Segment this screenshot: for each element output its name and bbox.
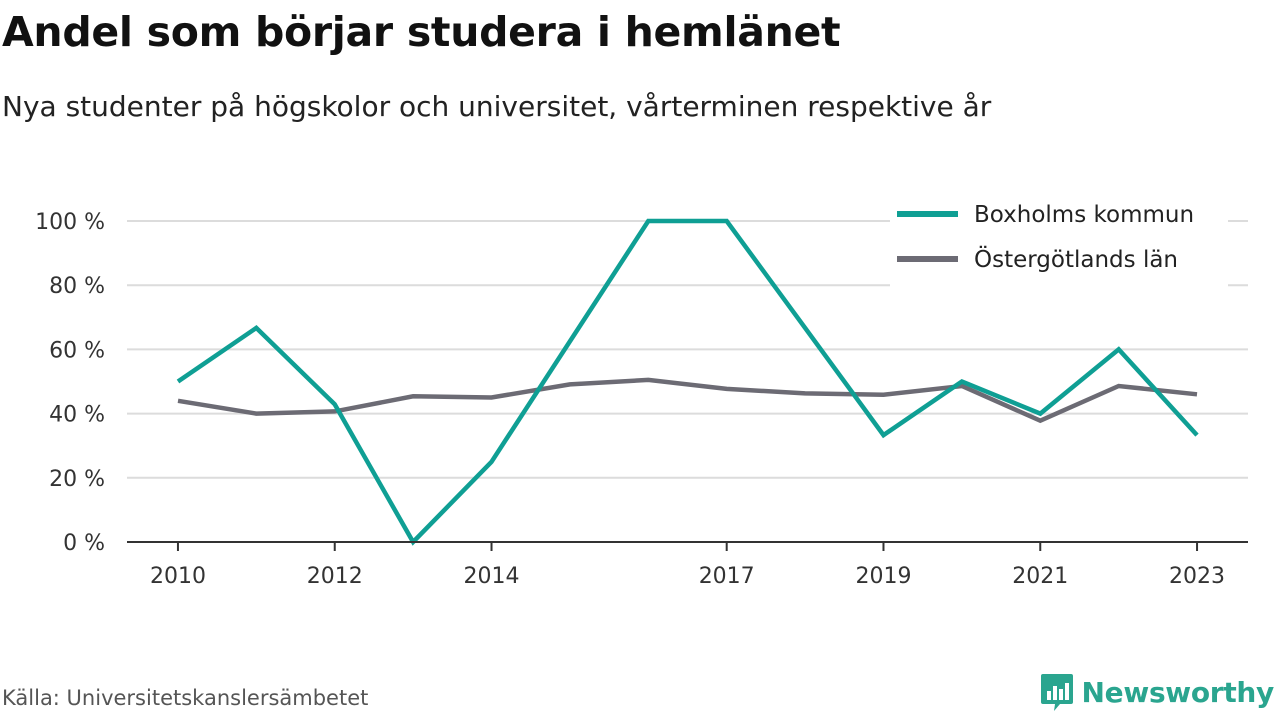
series-lines xyxy=(176,218,1199,546)
axes: 0 % 20 % 40 % 60 % 80 % 100 % 2010 2012 2014 2017… xyxy=(35,210,1248,589)
newsworthy-logo-icon xyxy=(1040,674,1073,711)
legend: Boxholms kommun Östergötlands län xyxy=(890,193,1228,287)
x-tick-label: 2023 xyxy=(1169,564,1225,589)
y-tick-label: 40 % xyxy=(49,403,105,428)
x-tick-label: 2017 xyxy=(699,564,755,589)
x-tick-label: 2019 xyxy=(855,564,911,589)
legend-label: Boxholms kommun xyxy=(974,202,1194,228)
x-tick-label: 2012 xyxy=(307,564,363,589)
x-tick-label: 2014 xyxy=(464,564,520,589)
source-note: Källa: Universitetskanslersämbetet xyxy=(2,686,369,710)
series-line-0 xyxy=(176,218,1199,546)
brand-name: Newsworthy xyxy=(1081,675,1275,709)
brand-logo-block[interactable]: Newsworthy xyxy=(1040,672,1274,712)
legend-background xyxy=(890,193,1228,287)
y-tick-label: 80 % xyxy=(49,274,105,299)
series-line-1 xyxy=(177,377,1198,424)
chart-title: Andel som börjar studera i hemlänet xyxy=(2,8,841,56)
x-tick-label: 2010 xyxy=(150,564,206,589)
y-tick-label: 100 % xyxy=(35,210,105,235)
legend-label: Östergötlands län xyxy=(974,245,1178,273)
y-tick-label: 20 % xyxy=(49,467,105,492)
y-tick-label: 60 % xyxy=(49,338,105,363)
x-tick-label: 2021 xyxy=(1012,564,1068,589)
line-chart: 0 % 20 % 40 % 60 % 80 % 100 % 2010 2012 2014 2017… xyxy=(35,193,1248,589)
y-tick-label: 0 % xyxy=(63,531,105,556)
chart-subtitle: Nya studenter på högskolor och universit… xyxy=(2,90,992,123)
